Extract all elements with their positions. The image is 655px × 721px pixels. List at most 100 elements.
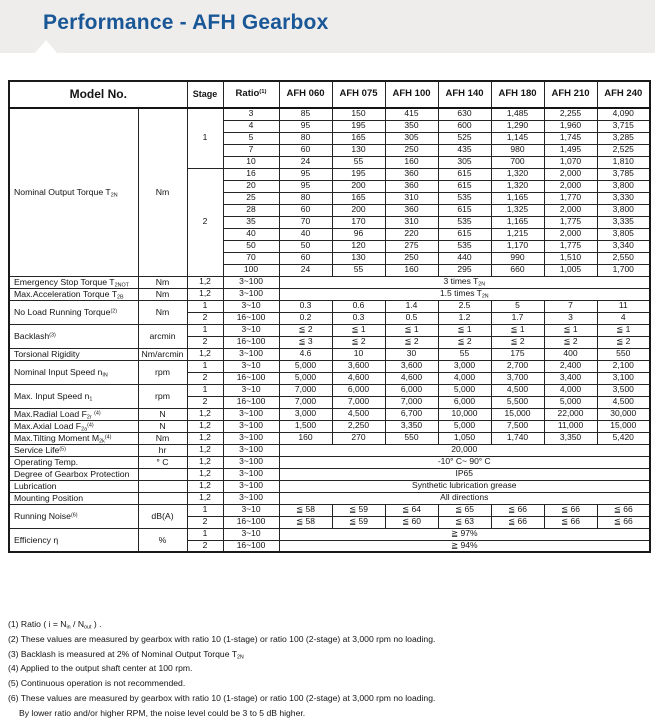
spec-value-cell: ≦ 1 bbox=[543, 323, 598, 337]
spec-row: Nominal Input Speed nIN rpm 1 3~10 5,000 3,60… bbox=[8, 359, 651, 385]
spec-value-cell: 30,000 bbox=[596, 407, 651, 421]
spec-value-cell: 1,320 bbox=[490, 167, 545, 181]
spec-value-cell: 5,420 bbox=[596, 431, 651, 445]
spec-value-cell: 1,165 bbox=[490, 215, 545, 229]
header-ratio-footnote-marker: (1) bbox=[259, 89, 267, 96]
spec-label-cell: No Load Running Torque(2) bbox=[8, 299, 139, 325]
spec-value-cell: ≦ 64 bbox=[384, 503, 439, 517]
spec-row: Degree of Gearbox Protection 1,2 3~100 IP65 bbox=[8, 467, 651, 481]
spec-value-cell: 7,000 bbox=[331, 395, 386, 409]
spec-ratio-cell: 3~100 bbox=[222, 479, 280, 493]
spec-row: Lubrication 1,2 3~100 Synthetic lubrication… bbox=[8, 479, 651, 493]
spec-unit-cell: N bbox=[137, 419, 188, 433]
spec-row: 40 40 96 220 615 1,215 2,000 3,805 bbox=[9, 227, 651, 241]
spec-value-cell: 525 bbox=[437, 131, 492, 145]
header-ratio-label: Ratio bbox=[235, 88, 260, 100]
spec-value-cell: 1,325 bbox=[490, 203, 545, 217]
spec-value-cell: 60 bbox=[278, 143, 333, 157]
header-model: AFH 240 bbox=[596, 80, 651, 109]
spec-value-cell: ≦ 2 bbox=[596, 335, 651, 349]
spec-unit-cell: % bbox=[137, 527, 188, 553]
spec-value-cell: 15,000 bbox=[596, 419, 651, 433]
spec-value-cell: 990 bbox=[490, 251, 545, 265]
header-model: AFH 140 bbox=[437, 80, 492, 109]
spec-unit-cell: dB(A) bbox=[137, 503, 188, 529]
spec-value-cell: 360 bbox=[384, 167, 439, 181]
spec-value-cell: 4,600 bbox=[384, 371, 439, 385]
spec-value-cell: 0.3 bbox=[278, 299, 333, 313]
spec-table: Model No. Stage Ratio(1) AFH 060 AFH 075 A… bbox=[8, 80, 652, 553]
spec-value-cell: 4,600 bbox=[331, 371, 386, 385]
spec-row: Nominal Output Torque T2N Nm 1 3 85 150 415 630… bbox=[8, 107, 651, 277]
spec-stage-cell: 2 bbox=[186, 515, 224, 529]
spec-value-cell: 415 bbox=[384, 107, 439, 121]
spec-ratio-cell: 3~10 bbox=[222, 527, 280, 541]
spec-value-cell: 440 bbox=[437, 251, 492, 265]
spec-value-cell: 85 bbox=[278, 107, 333, 121]
spec-ratio-cell: 3~100 bbox=[222, 443, 280, 457]
spec-label-cell: Max.Tilting Moment M2k(4) bbox=[8, 431, 139, 445]
spec-value-cell: 5,000 bbox=[437, 419, 492, 433]
spec-value-cell: 0.2 bbox=[278, 311, 333, 325]
footnote-line: (4) Applied to the output shaft center a… bbox=[8, 663, 193, 674]
spec-value-cell: 3,340 bbox=[596, 239, 651, 253]
spec-row: 28 60 200 360 615 1,325 2,000 3,800 bbox=[9, 203, 651, 217]
spec-value-cell: 615 bbox=[437, 203, 492, 217]
spec-stage-cell: 1,2 bbox=[186, 455, 224, 469]
spec-value-cell: ≦ 3 bbox=[278, 335, 333, 349]
spec-ratio-cell: 16 bbox=[222, 167, 280, 181]
spec-stage-cell: 1,2 bbox=[186, 431, 224, 445]
spec-value-cell: ≦ 66 bbox=[490, 503, 545, 517]
spec-value-cell: ≦ 2 bbox=[490, 335, 545, 349]
spec-value-cell: 150 bbox=[331, 107, 386, 121]
sub-text: IN bbox=[102, 372, 108, 379]
spec-value-cell: 4,000 bbox=[437, 371, 492, 385]
spec-value-cell: 1,005 bbox=[543, 263, 598, 277]
spec-row: Efficiency η% 1 3~10 ≧ 97% bbox=[8, 527, 651, 553]
spec-value-cell: 170 bbox=[331, 215, 386, 229]
spec-value-cell: ≦ 2 bbox=[384, 335, 439, 349]
spec-label-cell: Max.Axial Load F2a(4) bbox=[8, 419, 139, 433]
spec-unit-cell: hr bbox=[137, 443, 188, 457]
spec-ratio-cell: 25 bbox=[222, 191, 280, 205]
spec-value-cell: 2.5 bbox=[437, 299, 492, 313]
spec-value-cell: 95 bbox=[278, 179, 333, 193]
spec-value-cell: 1,320 bbox=[490, 179, 545, 193]
spec-value-cell: 70 bbox=[278, 215, 333, 229]
spec-row: 7 60 130 250 435 980 1,495 2,525 bbox=[9, 143, 651, 157]
spec-value-cell: ≦ 1 bbox=[596, 323, 651, 337]
spec-value-cell: ≦ 66 bbox=[596, 515, 651, 529]
spec-unit-cell: Nm bbox=[137, 275, 188, 289]
spec-label-cell: Emergency Stop Torque T2NOT bbox=[8, 275, 139, 289]
spec-ratio-cell: 3~10 bbox=[222, 323, 280, 337]
spec-unit-cell: ° C bbox=[137, 455, 188, 469]
spec-value-cell: 4,500 bbox=[331, 407, 386, 421]
sub-text: 2NOT bbox=[114, 282, 129, 288]
spec-value-cell: 24 bbox=[278, 263, 333, 277]
spec-value-cell: 6,000 bbox=[331, 383, 386, 397]
sup-text: (4) bbox=[87, 422, 94, 429]
spec-stage-cell: 1,2 bbox=[186, 275, 224, 289]
spec-value-cell: 2,700 bbox=[490, 359, 545, 373]
spec-value-cell: 1,745 bbox=[543, 131, 598, 145]
spec-value-cell: 5,500 bbox=[490, 395, 545, 409]
spec-value-cell: 7 bbox=[543, 299, 598, 313]
spec-value-cell: 120 bbox=[331, 239, 386, 253]
footnote-line: (2) These values are measured by gearbox… bbox=[8, 633, 436, 644]
spec-value-cell: 3,335 bbox=[596, 215, 651, 229]
spec-label-cell: Lubrication bbox=[8, 479, 139, 493]
spec-ratio-cell: 40 bbox=[222, 227, 280, 241]
spec-value-cell: ≦ 58 bbox=[278, 503, 333, 517]
spec-row: 2 16~100 ≧ 94% bbox=[9, 539, 651, 553]
spec-value-cell: 1.7 bbox=[490, 311, 545, 325]
spec-value-cell: 4,500 bbox=[490, 383, 545, 397]
spec-stage-cell: 1,2 bbox=[186, 443, 224, 457]
footnotes: (1) Ratio ( i = Nin / Nout ) . (2) These … bbox=[8, 617, 653, 721]
spec-value-cell: 6,000 bbox=[437, 395, 492, 409]
spec-ratio-cell: 4 bbox=[222, 119, 280, 133]
spec-value-cell: 165 bbox=[331, 191, 386, 205]
sub-text: 2B bbox=[117, 294, 124, 300]
spec-value-cell: 5 bbox=[490, 299, 545, 313]
header-model: AFH 060 bbox=[278, 80, 333, 109]
spec-stage-cell: 2 bbox=[186, 335, 224, 349]
